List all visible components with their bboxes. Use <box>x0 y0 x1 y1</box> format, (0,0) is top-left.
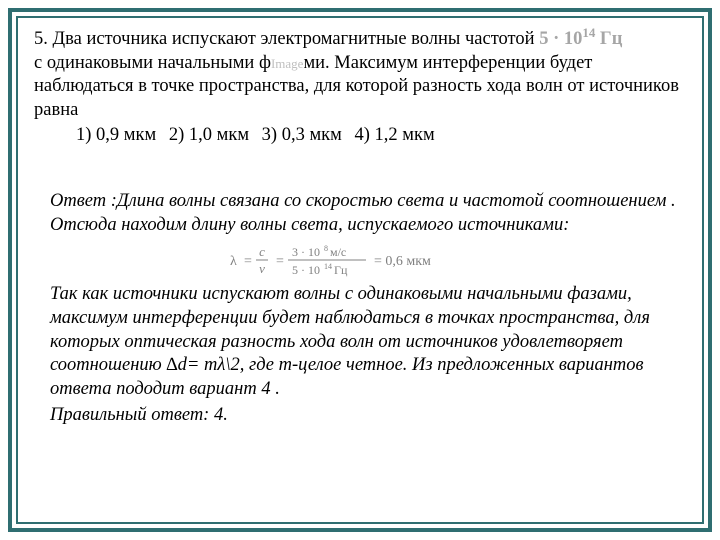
f-den-unit: Гц <box>334 263 348 277</box>
choice-2-n: 2) <box>169 125 184 145</box>
choice-2: 2) 1,0 мкм <box>169 125 249 146</box>
choice-4-v: 1,2 мкм <box>375 125 435 145</box>
formula-svg: λ = c ν = 3 · 10 8 м/с 5 · 10 <box>230 243 500 277</box>
choice-3: 3) 0,3 мкм <box>262 125 342 146</box>
image-placeholder: Image <box>271 56 303 73</box>
problem-pre: Два источника испускают электромагнитные… <box>53 29 540 49</box>
f-num-base: 3 · 10 <box>292 245 320 259</box>
answer-final: Правильный ответ: 4. <box>50 404 680 428</box>
problem-text: 5. Два источника испускают электромагнит… <box>34 28 686 123</box>
problem-mid-1: с одинаковыми начальными ф <box>34 53 271 73</box>
answer-lead: Ответ :Длина волны связана со скоростью … <box>50 190 680 237</box>
choice-2-v: 1,0 мкм <box>189 125 249 145</box>
f-nu: ν <box>259 261 265 276</box>
problem-number: 5. <box>34 29 48 49</box>
choice-1-v: 0,9 мкм <box>96 125 156 145</box>
f-lambda: λ <box>230 254 237 269</box>
choice-4: 4) 1,2 мкм <box>354 125 434 146</box>
f-den-exp: 14 <box>324 262 332 271</box>
f-result: = 0,6 мкм <box>374 254 431 269</box>
f-numerator: 3 · 10 8 м/с <box>292 244 346 259</box>
answer-body: Так как источники испускают волны с один… <box>50 283 680 401</box>
freq-unit: Гц <box>595 29 622 49</box>
freq-base: 5 · 10 <box>539 29 582 49</box>
f-denominator: 5 · 10 14 Гц <box>292 262 348 277</box>
f-num-exp: 8 <box>324 244 328 253</box>
frequency-value: 5 · 1014 Гц <box>539 29 622 49</box>
f-num-unit: м/с <box>330 245 346 259</box>
slide: 5. Два источника испускают электромагнит… <box>0 0 720 540</box>
f-c: c <box>259 244 265 259</box>
formula-row: λ = c ν = 3 · 10 8 м/с 5 · 10 <box>50 243 680 277</box>
choice-3-n: 3) <box>262 125 277 145</box>
choice-1-n: 1) <box>76 125 91 145</box>
f-eq2: = <box>276 254 284 269</box>
answer-choices: 1) 0,9 мкм 2) 1,0 мкм 3) 0,3 мкм 4) 1,2 … <box>34 125 686 146</box>
content-area: 5. Два источника испускают электромагнит… <box>34 28 686 146</box>
choice-4-n: 4) <box>354 125 369 145</box>
answer-block: Ответ :Длина волны связана со скоростью … <box>50 190 680 429</box>
choice-3-v: 0,3 мкм <box>282 125 342 145</box>
choice-1: 1) 0,9 мкм <box>76 125 156 146</box>
f-den-base: 5 · 10 <box>292 263 320 277</box>
freq-exp: 14 <box>582 25 595 40</box>
f-eq1: = <box>244 254 252 269</box>
